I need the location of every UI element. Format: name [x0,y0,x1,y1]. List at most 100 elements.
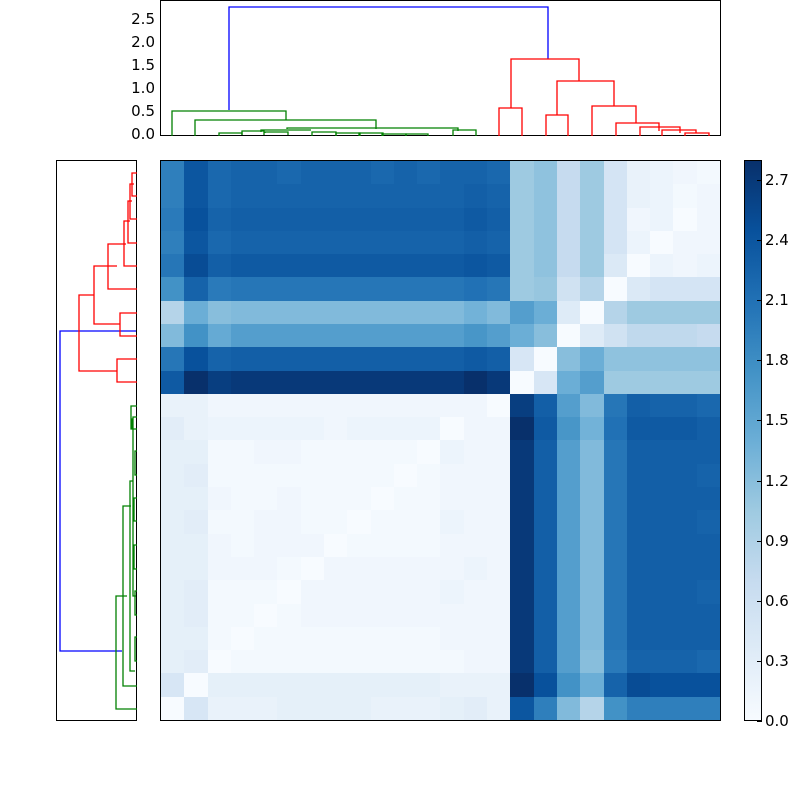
heatmap-cell [230,556,255,581]
heatmap-cell [300,277,325,301]
heatmap-cell [487,510,511,534]
heatmap-cell [417,487,441,511]
heatmap-cell [510,161,534,185]
heatmap-cell [417,184,441,208]
heatmap-cell [417,463,441,488]
heatmap-cell [696,324,720,348]
heatmap-cell [324,603,348,627]
heatmap-cell [626,370,651,394]
heatmap-cell [347,603,371,627]
heatmap-cell [370,440,394,464]
heatmap-cell [347,230,371,255]
heatmap-cell [300,533,325,557]
heatmap-cell [254,510,278,534]
heatmap-cell [440,370,464,394]
heatmap-cell [161,370,185,394]
heatmap-cell [370,370,394,394]
heatmap-cell [580,440,604,464]
heatmap-cell [510,603,534,627]
heatmap-cell [673,510,697,534]
heatmap-cell [393,580,418,604]
heatmap-cell [650,487,674,511]
heatmap-cell [696,393,720,418]
heatmap-cell [370,580,394,604]
heatmap-cell [510,673,534,697]
heatmap-cell [696,673,720,697]
heatmap-cell [161,696,185,720]
heatmap-cell [277,463,301,488]
heatmap-cell [580,184,604,208]
heatmap-cell [184,580,208,604]
heatmap-cell [673,626,697,651]
heatmap-cell [161,277,185,301]
heatmap-cell [673,347,697,371]
heatmap-cell [300,417,325,441]
colorbar-tick [757,661,762,662]
heatmap-cell [347,207,371,231]
heatmap-cell [300,603,325,627]
heatmap-cell [580,650,604,674]
heatmap-cell [626,603,651,627]
heatmap-cell [230,626,255,651]
heatmap-cell [603,580,627,604]
heatmap-cell [254,230,278,255]
heatmap-cell [370,300,394,325]
heatmap-cell [533,580,557,604]
heatmap-cell [487,324,511,348]
heatmap-cell [463,487,488,511]
left-dendrogram [56,160,137,721]
heatmap-cell [533,300,557,325]
heatmap-cell [556,580,581,604]
heatmap-cell [230,650,255,674]
heatmap-cell [370,603,394,627]
heatmap-cell [696,580,720,604]
heatmap-cell [463,161,488,185]
heatmap-cell [603,393,627,418]
heatmap-cell [300,184,325,208]
heatmap-cell [417,510,441,534]
heatmap-cell [230,161,255,185]
heatmap-cell [300,650,325,674]
heatmap-cell [487,347,511,371]
heatmap-cell [650,696,674,720]
heatmap-cell [696,161,720,185]
heatmap-cell [463,207,488,231]
heatmap-cell [207,533,231,557]
heatmap-cell [510,324,534,348]
heatmap-cell [533,254,557,278]
heatmap-cell [580,603,604,627]
heatmap-cell [277,230,301,255]
heatmap-cell [347,324,371,348]
heatmap-cell [463,277,488,301]
heatmap-cell [673,533,697,557]
heatmap-cell [230,184,255,208]
heatmap-cell [370,533,394,557]
heatmap-cell [650,324,674,348]
heatmap-cell [370,324,394,348]
heatmap-cell [300,393,325,418]
heatmap-cell [533,324,557,348]
heatmap-cell [510,417,534,441]
heatmap-cell [347,487,371,511]
heatmap-cell [673,254,697,278]
heatmap-cell [533,393,557,418]
heatmap-cell [277,300,301,325]
heatmap-cell [533,533,557,557]
heatmap-cell [207,324,231,348]
heatmap-cell [533,510,557,534]
heatmap-cell [626,626,651,651]
heatmap-cell [696,230,720,255]
heatmap-cell [300,347,325,371]
heatmap-cell [463,347,488,371]
heatmap-cell [300,487,325,511]
heatmap-cell [370,347,394,371]
heatmap-cell [556,324,581,348]
heatmap-cell [230,673,255,697]
heatmap-cell [673,161,697,185]
heatmap-cell [324,161,348,185]
heatmap-cell [417,580,441,604]
heatmap-cell [184,207,208,231]
heatmap-cell [370,393,394,418]
heatmap-cell [580,230,604,255]
heatmap-cell [417,440,441,464]
